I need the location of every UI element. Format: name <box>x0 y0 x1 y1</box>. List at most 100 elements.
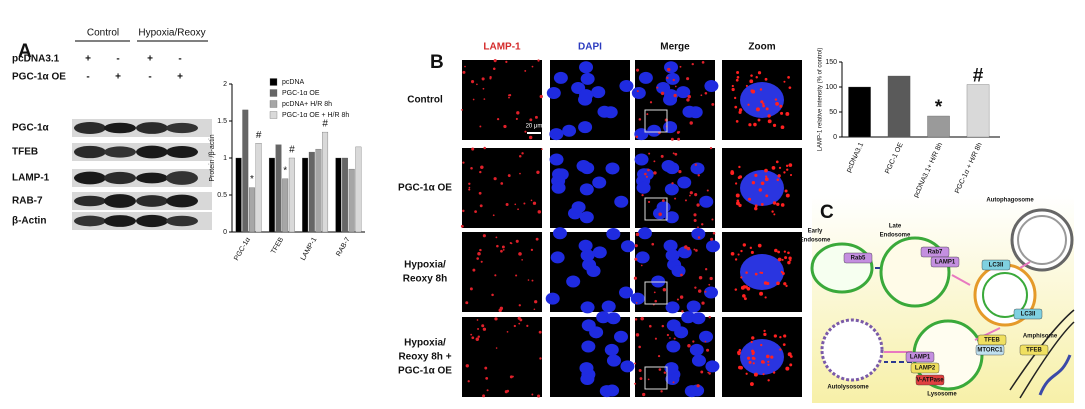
diagram-label: LAMP1 <box>935 260 956 266</box>
nucleus <box>580 301 595 314</box>
blot-band <box>166 146 198 158</box>
nucleus <box>579 362 594 375</box>
lamp-dot <box>534 115 538 119</box>
lamp-dot <box>635 135 639 139</box>
lamp-dot <box>472 98 475 101</box>
nucleus <box>665 301 680 314</box>
lamp-dot <box>515 117 518 121</box>
lamp-dot <box>509 241 512 245</box>
nucleus <box>663 239 678 252</box>
lamp-dot <box>537 394 541 398</box>
bar <box>242 109 249 233</box>
lamp-dot <box>461 109 463 111</box>
nucleus <box>545 292 560 305</box>
nucleus <box>597 105 612 118</box>
lamp-dot <box>783 171 786 174</box>
lamp-dot <box>731 84 734 88</box>
lamp-dot <box>672 152 675 155</box>
lamp-dot <box>479 125 482 128</box>
treatment-sign: + <box>115 72 121 83</box>
micrograph <box>634 311 720 398</box>
lamp-dot <box>531 279 534 282</box>
lamp-dot <box>647 378 650 381</box>
lamp-dot <box>470 80 475 84</box>
lamp-dot <box>731 87 735 92</box>
lamp-dot <box>475 337 480 341</box>
lamp-dot <box>465 301 469 305</box>
bar <box>288 157 295 233</box>
treatment-sign: + <box>85 54 91 65</box>
lamp-dot <box>663 371 667 374</box>
lamp-dot <box>737 352 741 356</box>
lamp-dot <box>780 125 785 130</box>
lamp-dot <box>759 88 763 91</box>
diagram-label: LAMP2 <box>915 366 936 372</box>
lamp-dot <box>757 71 762 75</box>
lamp-dot <box>747 356 751 360</box>
lamp-dot <box>654 337 657 340</box>
column-header: Merge <box>660 42 690 53</box>
lamp-dot <box>482 327 487 331</box>
lamp-dot <box>785 284 788 288</box>
lamp-dot <box>493 59 497 63</box>
nucleus <box>699 195 714 208</box>
lamp-dot <box>662 287 667 292</box>
lamp-dot <box>518 155 522 158</box>
lamp-dot <box>750 74 753 77</box>
lamp-dot <box>767 114 771 118</box>
nucleus <box>604 343 619 356</box>
lamp-dot <box>763 329 766 332</box>
lamp-dot <box>750 340 753 344</box>
blot-band <box>166 194 198 208</box>
treatment-sign: - <box>86 72 89 83</box>
nucleus <box>591 86 606 99</box>
nucleus <box>665 249 680 262</box>
lamp-dot <box>524 130 527 133</box>
lamp-dot <box>667 67 671 72</box>
lamp-dot <box>530 248 534 252</box>
bar <box>355 146 362 233</box>
lamp-dot <box>496 244 499 248</box>
nucleus <box>631 86 646 99</box>
lamp-dot <box>679 65 682 68</box>
lamp-dot <box>515 239 519 243</box>
nucleus <box>566 275 581 288</box>
nucleus <box>671 265 686 278</box>
blot-band <box>136 172 168 184</box>
nucleus <box>606 312 621 325</box>
blot-band <box>104 122 136 134</box>
lamp-dot <box>758 188 762 192</box>
nucleus <box>549 128 564 141</box>
lamp-dot <box>736 71 740 74</box>
lamp-dot <box>478 191 482 195</box>
lamp-dot <box>740 285 745 290</box>
nucleus <box>581 319 596 332</box>
lamp-dot <box>529 118 533 122</box>
lamp-dot <box>765 107 769 111</box>
lamp-dot <box>711 218 714 221</box>
lamp-dot <box>464 65 466 68</box>
lamp-dot <box>521 259 523 261</box>
lamp-dot <box>462 209 465 213</box>
y-tick-label: 50 <box>829 109 837 116</box>
lamp-dot <box>462 161 465 164</box>
lamp-dot <box>503 124 507 129</box>
legend-label: pcDNA+ H/R 8h <box>282 101 332 108</box>
lamp-dot <box>686 77 690 81</box>
lamp-dot <box>494 317 498 321</box>
lamp-dot <box>763 281 768 285</box>
nucleus <box>636 181 651 194</box>
nucleus <box>664 61 679 74</box>
nucleus <box>592 176 607 189</box>
lamp-dot <box>706 189 709 192</box>
scale-bar-label: 20 μm <box>526 124 543 130</box>
label-box <box>843 252 873 264</box>
label-box <box>930 256 960 268</box>
y-tick-label: 2 <box>223 81 227 88</box>
lamp-dot <box>658 368 662 371</box>
lamp-dot <box>476 319 479 321</box>
lamp-dot <box>765 194 769 198</box>
lamp-dot <box>763 332 767 337</box>
lamp-dot <box>672 381 675 384</box>
diagram-label: Autophagosome <box>986 198 1034 204</box>
